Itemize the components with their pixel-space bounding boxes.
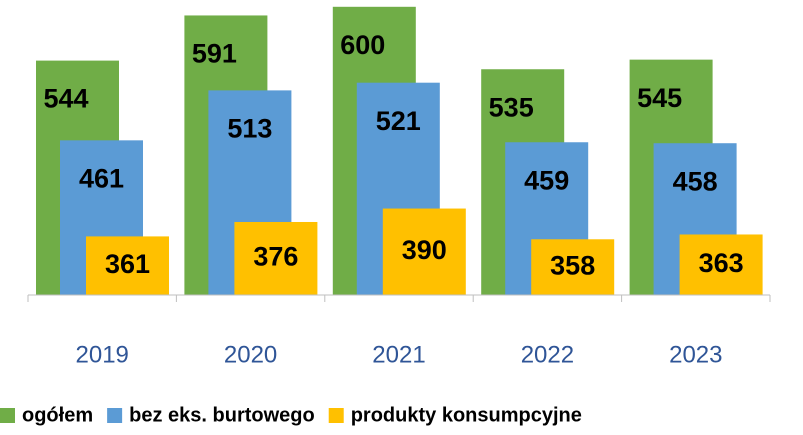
value-label: 600 xyxy=(340,30,385,60)
value-label: 544 xyxy=(43,84,88,114)
value-label: 361 xyxy=(105,249,150,279)
x-tick-label: 2022 xyxy=(521,341,574,368)
legend-label: ogółem xyxy=(22,404,93,426)
value-label: 390 xyxy=(402,235,447,265)
value-label: 376 xyxy=(253,242,298,272)
x-tick-label: 2021 xyxy=(372,341,425,368)
value-label: 458 xyxy=(673,166,718,196)
value-label: 545 xyxy=(637,83,682,113)
bar xyxy=(382,208,466,295)
value-label: 461 xyxy=(79,163,124,193)
bar xyxy=(234,221,318,295)
legend-swatch xyxy=(107,408,123,423)
x-tick-label: 2023 xyxy=(669,341,722,368)
legend-label: bez eks. burtowego xyxy=(129,404,315,426)
value-label: 535 xyxy=(489,92,534,122)
bar xyxy=(531,239,615,295)
value-label: 459 xyxy=(524,165,569,195)
legend-label: produkty konsumpcyjne xyxy=(351,404,582,426)
x-tick-label: 2020 xyxy=(224,341,277,368)
bar xyxy=(86,236,169,295)
x-tick-label: 2019 xyxy=(76,341,129,368)
value-label: 591 xyxy=(192,39,237,69)
value-label: 521 xyxy=(376,106,421,136)
value-label: 513 xyxy=(227,114,272,144)
value-label: 363 xyxy=(699,248,744,278)
legend-swatch xyxy=(0,408,15,423)
bar xyxy=(679,234,763,295)
value-label: 358 xyxy=(550,250,595,280)
legend-swatch xyxy=(328,408,344,423)
